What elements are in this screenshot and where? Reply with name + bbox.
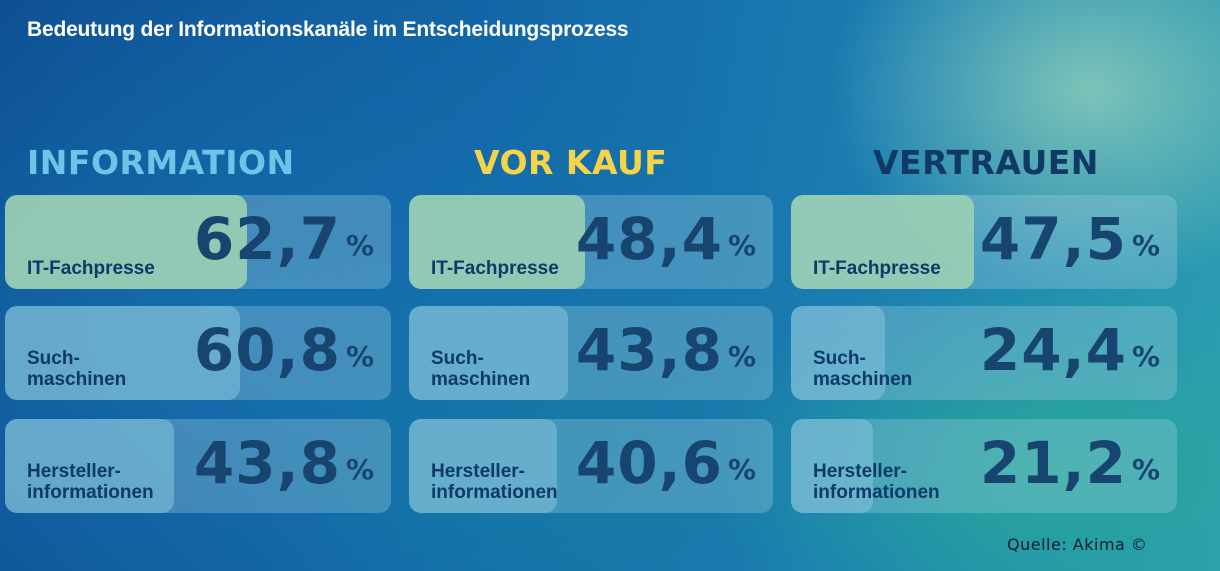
value-label: 40,6: [575, 429, 723, 497]
percent-sign: %: [345, 453, 374, 486]
value-label: 21,2: [979, 429, 1127, 497]
category-label: IT-Fachpresse: [27, 258, 155, 279]
group-title-information: INFORMATION: [27, 143, 295, 182]
bar-card: IT-Fachpresse 48,4%: [409, 195, 773, 289]
bar-fill: [409, 306, 569, 400]
group-information: INFORMATION IT-Fachpresse 62,7% Such- masc…: [5, 0, 391, 571]
category-label: Such- maschinen: [813, 348, 913, 390]
value-label: 47,5: [979, 205, 1127, 273]
bar-fill: [5, 195, 248, 289]
value-label: 43,8: [575, 316, 723, 384]
category-label: IT-Fachpresse: [813, 258, 941, 279]
bar-card: IT-Fachpresse 47,5%: [791, 195, 1177, 289]
category-label: IT-Fachpresse: [431, 258, 559, 279]
bar-card: IT-Fachpresse 62,7%: [5, 195, 391, 289]
percent-sign: %: [727, 340, 756, 373]
chart-title: Bedeutung der Informationskanäle im Ents…: [27, 18, 629, 41]
bar-card: Hersteller- informationen 43,8%: [5, 419, 391, 513]
bar-card: Such- maschinen 43,8%: [409, 306, 773, 400]
category-label: Such- maschinen: [431, 348, 531, 390]
group-title-vertrauen: VERTRAUEN: [873, 143, 1099, 182]
percent-sign: %: [345, 229, 374, 262]
bar-fill: [791, 195, 975, 289]
bar-fill: [409, 419, 557, 513]
group-title-vor-kauf: VOR KAUF: [474, 143, 668, 182]
category-label: Hersteller- informationen: [27, 461, 154, 503]
bar-fill: [791, 419, 873, 513]
bar-card: Such- maschinen 24,4%: [791, 306, 1177, 400]
category-label: Hersteller- informationen: [431, 461, 558, 503]
percent-sign: %: [1131, 229, 1160, 262]
value-label: 62,7: [193, 205, 341, 273]
bar-fill: [5, 306, 240, 400]
percent-sign: %: [727, 229, 756, 262]
percent-sign: %: [1131, 453, 1160, 486]
bar-card: Such- maschinen 60,8%: [5, 306, 391, 400]
bar-fill: [5, 419, 175, 513]
group-vertrauen: VERTRAUEN IT-Fachpresse 47,5% Such- maschi…: [791, 0, 1177, 571]
bar-card: Hersteller- informationen 21,2%: [791, 419, 1177, 513]
value-label: 43,8: [193, 429, 341, 497]
group-vor-kauf: VOR KAUF IT-Fachpresse 48,4% Such- maschin…: [409, 0, 773, 571]
percent-sign: %: [345, 340, 374, 373]
bar-fill: [409, 195, 586, 289]
source-note: Quelle: Akima ©: [1007, 535, 1148, 554]
percent-sign: %: [727, 453, 756, 486]
category-label: Hersteller- informationen: [813, 461, 940, 503]
percent-sign: %: [1131, 340, 1160, 373]
category-label: Such- maschinen: [27, 348, 127, 390]
bar-fill: [791, 306, 886, 400]
value-label: 24,4: [979, 316, 1127, 384]
value-label: 48,4: [575, 205, 723, 273]
bar-card: Hersteller- informationen 40,6%: [409, 419, 773, 513]
value-label: 60,8: [193, 316, 341, 384]
